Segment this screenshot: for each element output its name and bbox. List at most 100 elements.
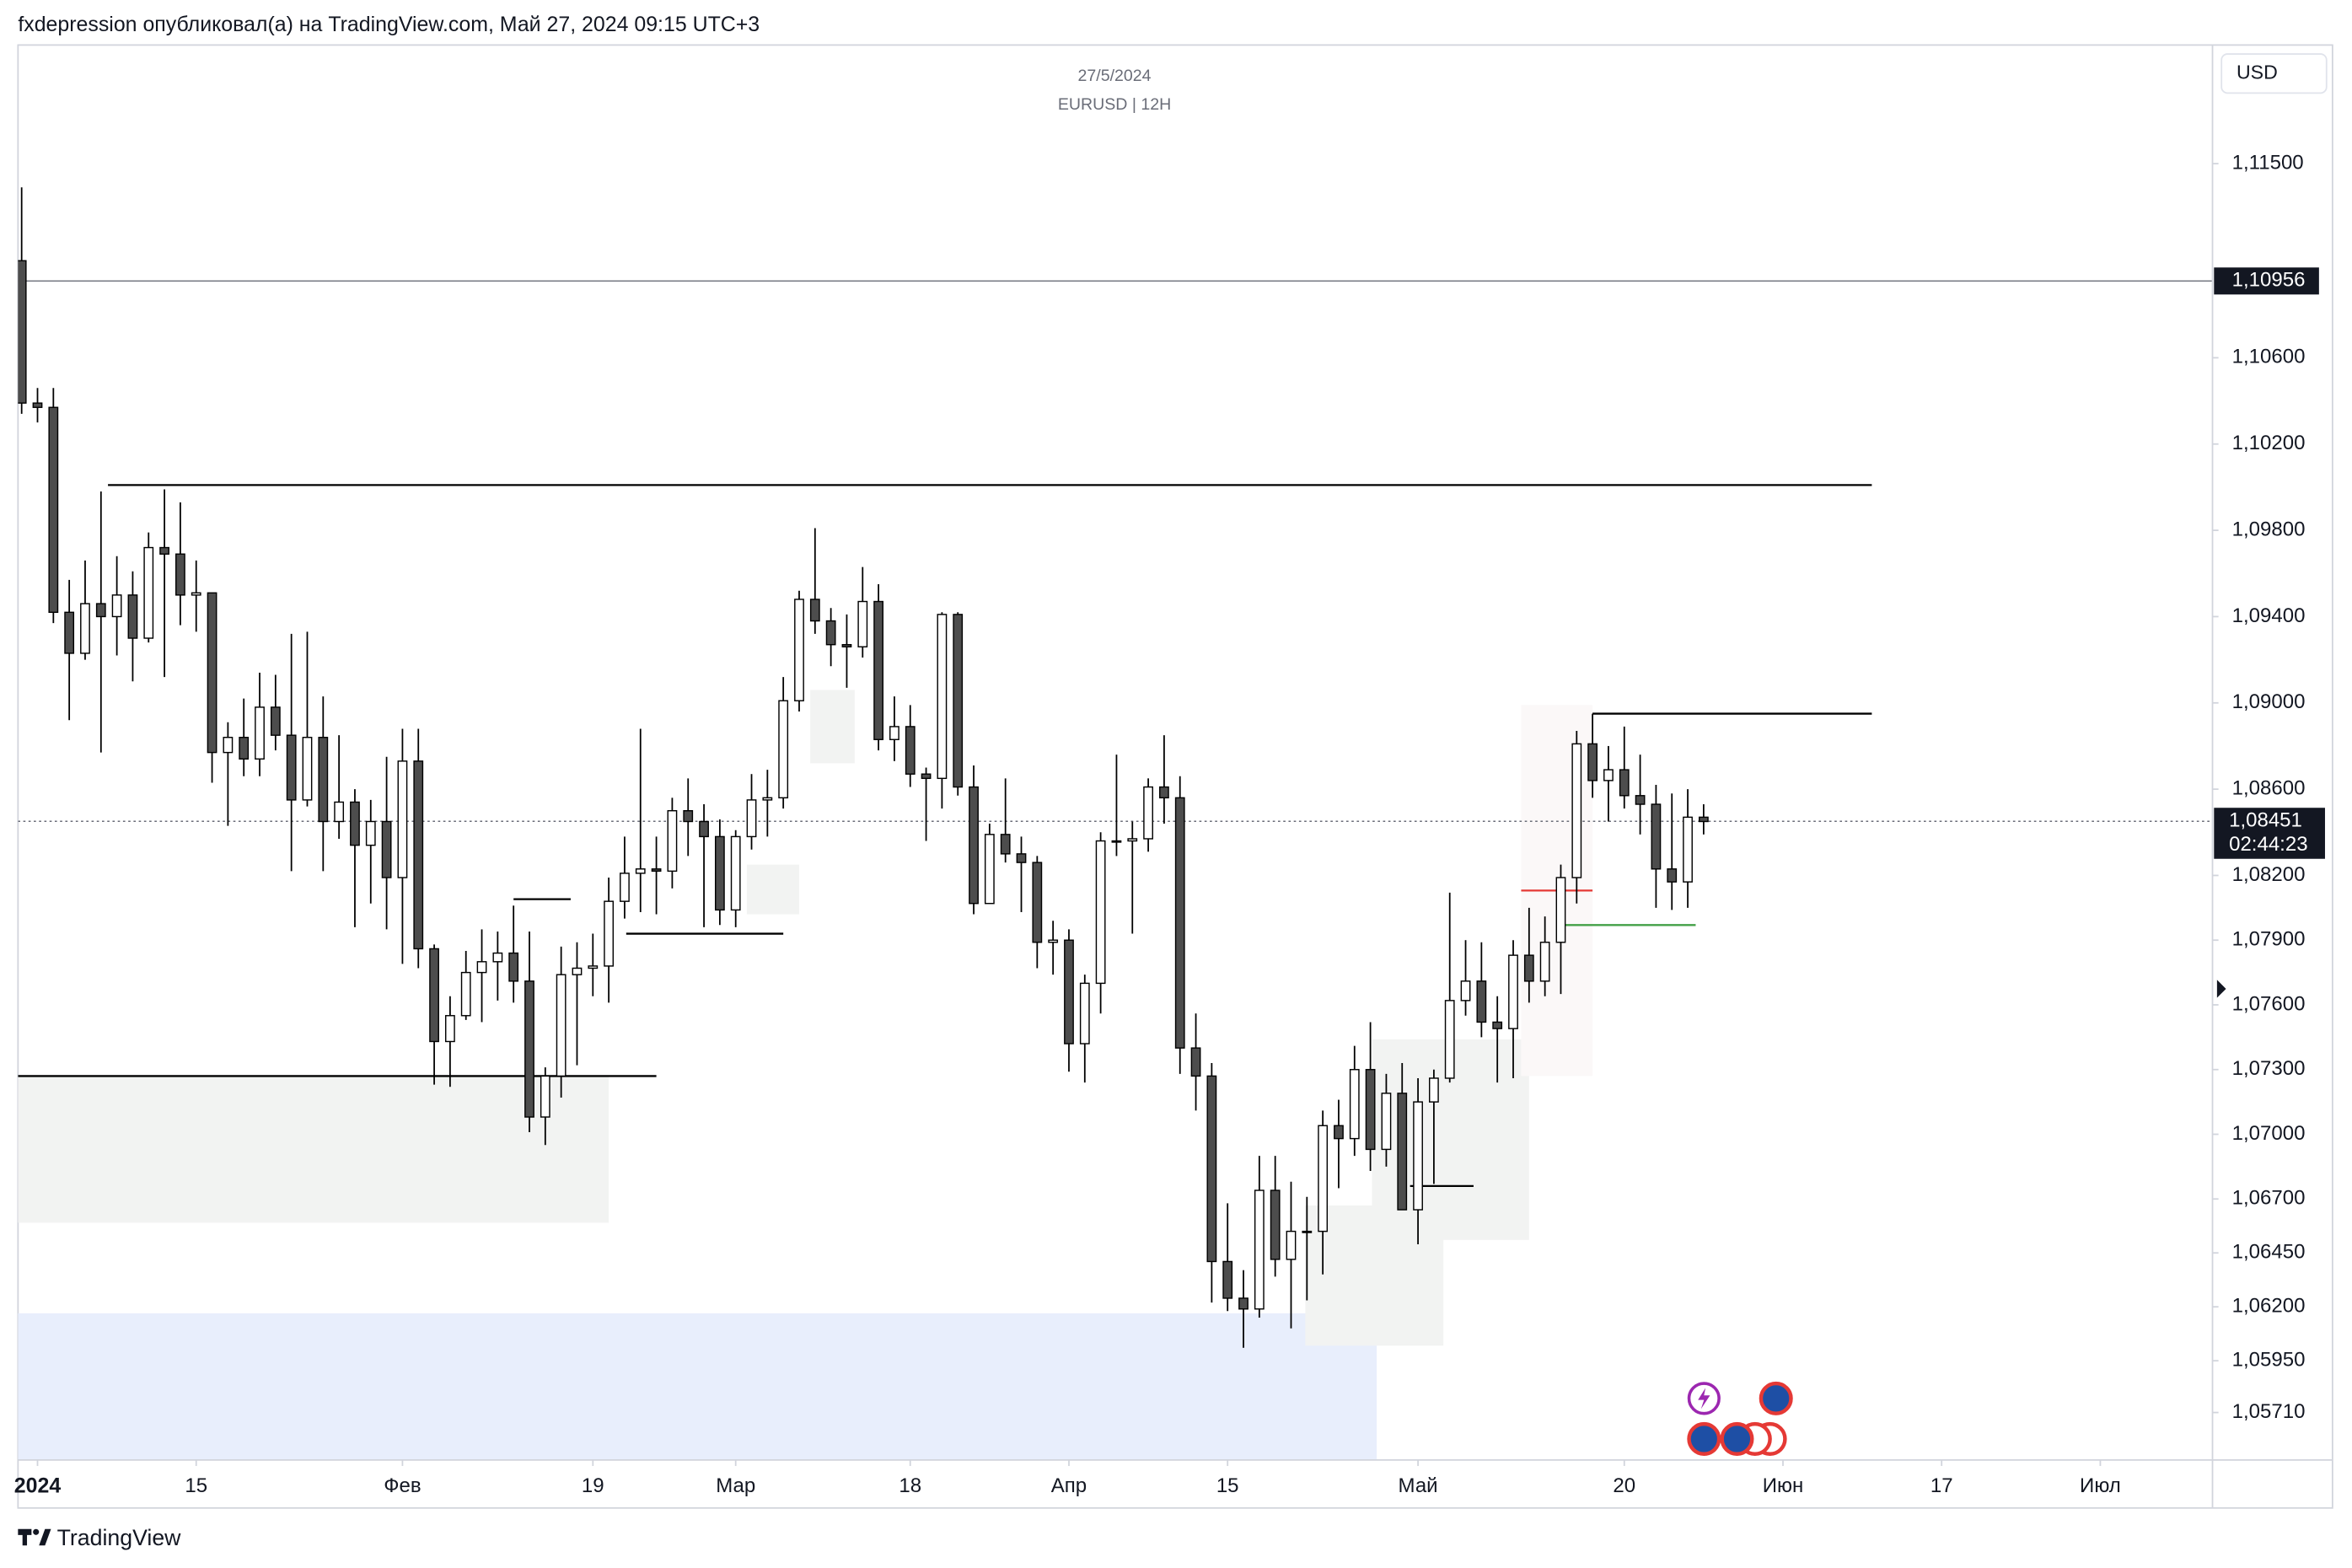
x-tick-label: Фев <box>384 1474 421 1497</box>
x-tick-label: 2024 <box>14 1474 62 1497</box>
candle-body <box>1683 816 1693 883</box>
countdown-label: 02:44:23 <box>2229 833 2307 856</box>
candle-body <box>18 260 27 404</box>
event-icon[interactable] <box>1720 1421 1754 1456</box>
price-axis-marker <box>2216 980 2226 998</box>
candle-body <box>64 611 75 654</box>
candle-body <box>492 952 503 963</box>
candle-body <box>1349 1069 1360 1140</box>
chart-subtitle: EURUSD | 12H <box>1058 95 1171 114</box>
brand-logo <box>18 1528 51 1546</box>
candle-body <box>429 948 439 1043</box>
candle-body <box>1334 1125 1344 1140</box>
event-icon[interactable] <box>1687 1421 1721 1456</box>
candle-body <box>508 952 519 982</box>
x-tick-label: Июл <box>2080 1474 2121 1497</box>
marked-price-box <box>2214 267 2319 295</box>
candle-body <box>1667 868 1678 883</box>
y-tick-label: 1,09000 <box>2232 690 2306 713</box>
event-icon-bolt <box>1698 1388 1710 1410</box>
candle-body <box>1523 954 1534 982</box>
candle-body <box>80 603 90 654</box>
candle-body <box>48 406 59 614</box>
zone <box>1305 1205 1444 1346</box>
candle-body <box>1429 1077 1439 1103</box>
candle-body <box>270 706 281 736</box>
candle-body <box>460 971 471 1017</box>
x-tick-label: 17 <box>1930 1474 1953 1497</box>
chart-frame <box>17 44 2333 1509</box>
candle-body <box>1064 939 1074 1044</box>
y-tick-label: 1,10200 <box>2232 432 2306 454</box>
candle-body <box>95 603 106 618</box>
candle-body <box>905 726 916 775</box>
x-tick-label: 20 <box>1613 1474 1635 1497</box>
candle-body <box>921 773 932 780</box>
candle-body <box>683 809 694 823</box>
candle-body <box>111 594 122 618</box>
candle-body <box>1619 769 1630 797</box>
y-tick-label: 1,10600 <box>2232 346 2306 368</box>
candle-body <box>635 868 646 874</box>
y-tick-label: 1,09800 <box>2232 518 2306 540</box>
candle-body <box>1016 853 1027 863</box>
candle-body <box>1508 954 1518 1029</box>
candle-body <box>191 592 201 596</box>
candle-body <box>1286 1230 1297 1260</box>
last-price-box <box>2214 808 2325 859</box>
candle-body <box>667 809 678 873</box>
y-tick-label: 1,06200 <box>2232 1295 2306 1318</box>
candle-body <box>937 614 948 780</box>
candle-body <box>1555 877 1566 943</box>
event-icons <box>1687 1381 1793 1456</box>
candle-body <box>1222 1260 1233 1299</box>
candle-body <box>1127 838 1138 842</box>
y-tick-label: 1,06700 <box>2232 1187 2306 1210</box>
candle-body <box>1238 1297 1248 1310</box>
candle-body <box>857 600 868 647</box>
candle-body <box>318 736 329 823</box>
candle-body <box>762 797 773 801</box>
currency-button[interactable] <box>2220 53 2328 94</box>
logo-part <box>33 1528 40 1535</box>
y-tick-label: 1,05710 <box>2232 1400 2306 1423</box>
candle-body <box>1460 980 1471 1001</box>
candle-body <box>588 965 599 969</box>
candle-body <box>1190 1047 1201 1077</box>
candle-body <box>476 961 487 974</box>
x-tick-label: 18 <box>899 1474 921 1497</box>
plot-area <box>18 187 2213 1460</box>
candle-body <box>1492 1021 1503 1029</box>
candle-body <box>825 620 836 646</box>
candle-body <box>540 1075 550 1118</box>
candle-body <box>1603 769 1614 781</box>
y-tick-label: 1,08200 <box>2232 863 2306 886</box>
candle-body <box>809 599 820 622</box>
marked-price-label: 1,10956 <box>2232 269 2306 292</box>
candle-body <box>714 835 725 911</box>
candle-body <box>572 967 583 975</box>
candle-body <box>302 736 313 801</box>
candle-body <box>159 546 169 555</box>
y-tick-label: 1,09400 <box>2232 604 2306 627</box>
candle-body <box>1270 1189 1281 1260</box>
y-tick-label: 1,07600 <box>2232 992 2306 1015</box>
candle-body <box>1048 939 1059 943</box>
y-tick-label: 1,06450 <box>2232 1241 2306 1264</box>
candle-body <box>1539 942 1550 982</box>
last-price-label: 1,08451 <box>2229 809 2302 832</box>
candle-body <box>223 736 234 754</box>
candle-body <box>413 760 424 950</box>
candle-body <box>365 820 376 846</box>
y-tick-label: 1,05950 <box>2232 1348 2306 1371</box>
y-tick-label: 1,07900 <box>2232 928 2306 951</box>
candle-body <box>1079 982 1090 1044</box>
candle-body <box>556 974 567 1077</box>
candle-body <box>1413 1101 1423 1211</box>
zone <box>746 864 799 915</box>
candle-body <box>1381 1093 1392 1151</box>
event-icon[interactable] <box>1759 1381 1793 1415</box>
zone <box>810 690 855 764</box>
